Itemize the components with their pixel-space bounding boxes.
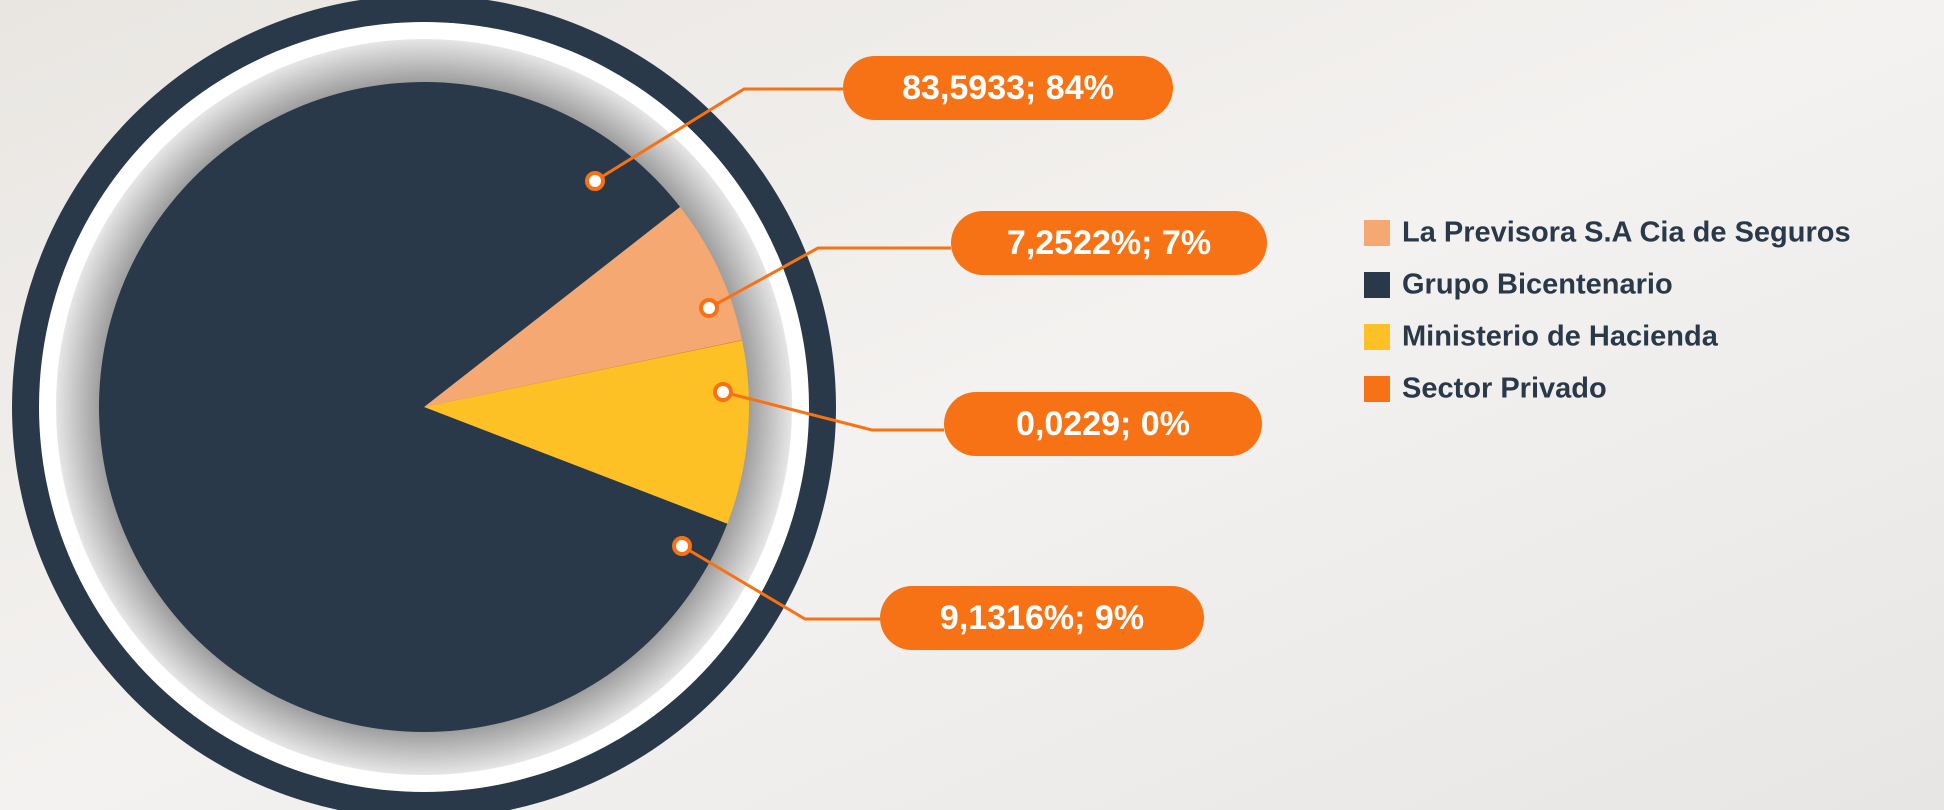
chart: 7,2522%; 7% 0,0229; 0% 9,1316%; 9% 83,5933;… xyxy=(0,0,1944,810)
leader-dot xyxy=(674,538,690,554)
legend-label: La Previsora S.A Cia de Seguros xyxy=(1402,217,1851,249)
page: 7,2522%; 7% 0,0229; 0% 9,1316%; 9% 83,5933;… xyxy=(0,0,1944,810)
legend-swatch xyxy=(1364,324,1390,350)
legend-swatch xyxy=(1364,220,1390,246)
legend-label: Sector Privado xyxy=(1402,373,1607,405)
value-label: 9,1316%; 9% xyxy=(940,599,1144,637)
leader-dot xyxy=(701,300,717,316)
legend-label: Ministerio de Hacienda xyxy=(1402,321,1719,353)
value-label: 7,2522%; 7% xyxy=(1007,224,1211,262)
legend-swatch xyxy=(1364,376,1390,402)
pie xyxy=(99,82,749,732)
leader-dot xyxy=(715,384,731,400)
legend-label: Grupo Bicentenario xyxy=(1402,269,1673,301)
legend-swatch xyxy=(1364,272,1390,298)
value-label: 0,0229; 0% xyxy=(1016,405,1190,443)
value-label: 83,5933; 84% xyxy=(902,69,1114,107)
leader-dot xyxy=(587,173,603,189)
